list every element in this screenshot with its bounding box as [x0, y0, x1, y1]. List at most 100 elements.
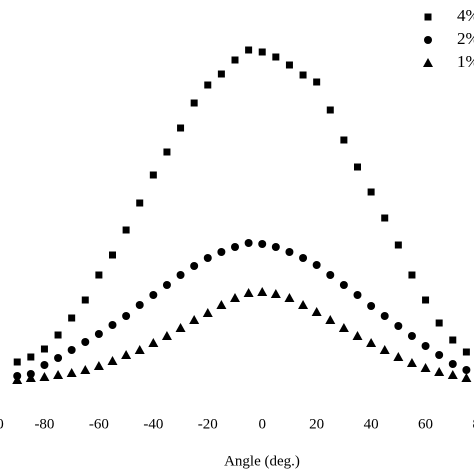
data-point	[284, 293, 295, 302]
data-point	[189, 315, 200, 324]
data-point	[217, 70, 225, 78]
data-point	[81, 338, 90, 346]
data-point	[326, 271, 335, 279]
x-tick-label: -20	[198, 416, 218, 432]
data-point	[448, 360, 457, 368]
data-point	[94, 330, 103, 338]
data-point	[40, 345, 48, 353]
data-point	[326, 106, 334, 114]
data-point	[435, 351, 444, 359]
data-point	[217, 248, 226, 256]
data-point	[176, 271, 185, 279]
data-point	[27, 353, 35, 361]
data-point	[367, 188, 375, 196]
data-point	[285, 61, 293, 69]
legend-label: 1%	[457, 52, 474, 71]
data-point	[163, 148, 171, 156]
data-point	[67, 346, 76, 354]
data-point	[12, 375, 23, 384]
data-point	[352, 331, 363, 340]
data-point	[39, 372, 50, 381]
data-point	[231, 56, 239, 64]
data-point	[122, 312, 131, 320]
data-point	[136, 199, 144, 207]
x-tick-label: 0	[258, 416, 266, 432]
data-point	[434, 367, 445, 376]
data-point	[271, 243, 280, 251]
data-point	[54, 331, 62, 339]
data-point	[108, 321, 117, 329]
data-point	[285, 248, 294, 256]
data-point	[190, 99, 198, 107]
data-point	[407, 332, 416, 340]
data-point	[258, 48, 266, 56]
data-point	[353, 291, 362, 299]
data-point	[393, 352, 404, 361]
data-point	[107, 356, 118, 365]
data-point	[53, 370, 64, 379]
data-point	[312, 261, 321, 269]
data-point	[134, 345, 145, 354]
legend-label: 2%	[457, 29, 474, 48]
data-point	[80, 365, 91, 374]
data-point	[380, 312, 389, 320]
data-point	[245, 46, 253, 54]
data-point	[449, 336, 457, 344]
data-point	[202, 308, 213, 317]
data-point	[339, 281, 348, 289]
data-point	[257, 287, 268, 296]
data-point	[406, 358, 417, 367]
data-point	[243, 288, 254, 297]
data-point	[394, 322, 403, 330]
data-point	[462, 348, 470, 356]
data-point	[422, 296, 430, 304]
data-point	[204, 81, 212, 89]
data-point	[299, 71, 307, 79]
data-point	[313, 78, 321, 86]
data-point	[149, 171, 157, 179]
data-point	[381, 214, 389, 222]
data-point	[40, 361, 49, 369]
data-point	[298, 300, 309, 309]
x-tick-label: -60	[89, 416, 109, 432]
data-point	[435, 319, 443, 327]
data-point	[162, 281, 171, 289]
data-point	[230, 293, 240, 302]
x-tick-label: 20	[309, 416, 324, 432]
data-point	[66, 368, 77, 377]
data-point	[122, 226, 130, 234]
data-point	[462, 366, 471, 374]
data-point	[367, 302, 376, 310]
data-point	[311, 307, 322, 316]
data-point	[231, 243, 239, 251]
data-point	[394, 241, 402, 249]
data-point	[25, 373, 36, 382]
data-point	[421, 342, 430, 350]
data-point	[420, 363, 431, 372]
data-point	[366, 338, 377, 347]
data-point	[216, 300, 227, 309]
data-point	[408, 271, 416, 279]
x-axis-title: Angle (deg.)	[224, 453, 300, 469]
data-point	[272, 53, 280, 61]
data-point	[135, 301, 144, 309]
x-tick-label: -100	[0, 416, 4, 432]
data-point	[177, 124, 185, 132]
data-point	[161, 331, 172, 340]
data-point	[54, 354, 63, 362]
data-point	[175, 323, 186, 332]
data-point	[13, 358, 21, 366]
data-point	[244, 239, 253, 247]
data-point	[325, 315, 336, 324]
x-tick-label: -80	[34, 416, 54, 432]
data-point	[190, 262, 199, 270]
legend-label: 4%	[457, 6, 474, 25]
data-point	[95, 271, 103, 279]
data-point	[149, 291, 158, 299]
x-tick-label: -40	[143, 416, 163, 432]
data-point	[258, 240, 267, 248]
data-point	[68, 314, 76, 322]
data-point	[447, 370, 458, 379]
data-point	[148, 338, 159, 347]
